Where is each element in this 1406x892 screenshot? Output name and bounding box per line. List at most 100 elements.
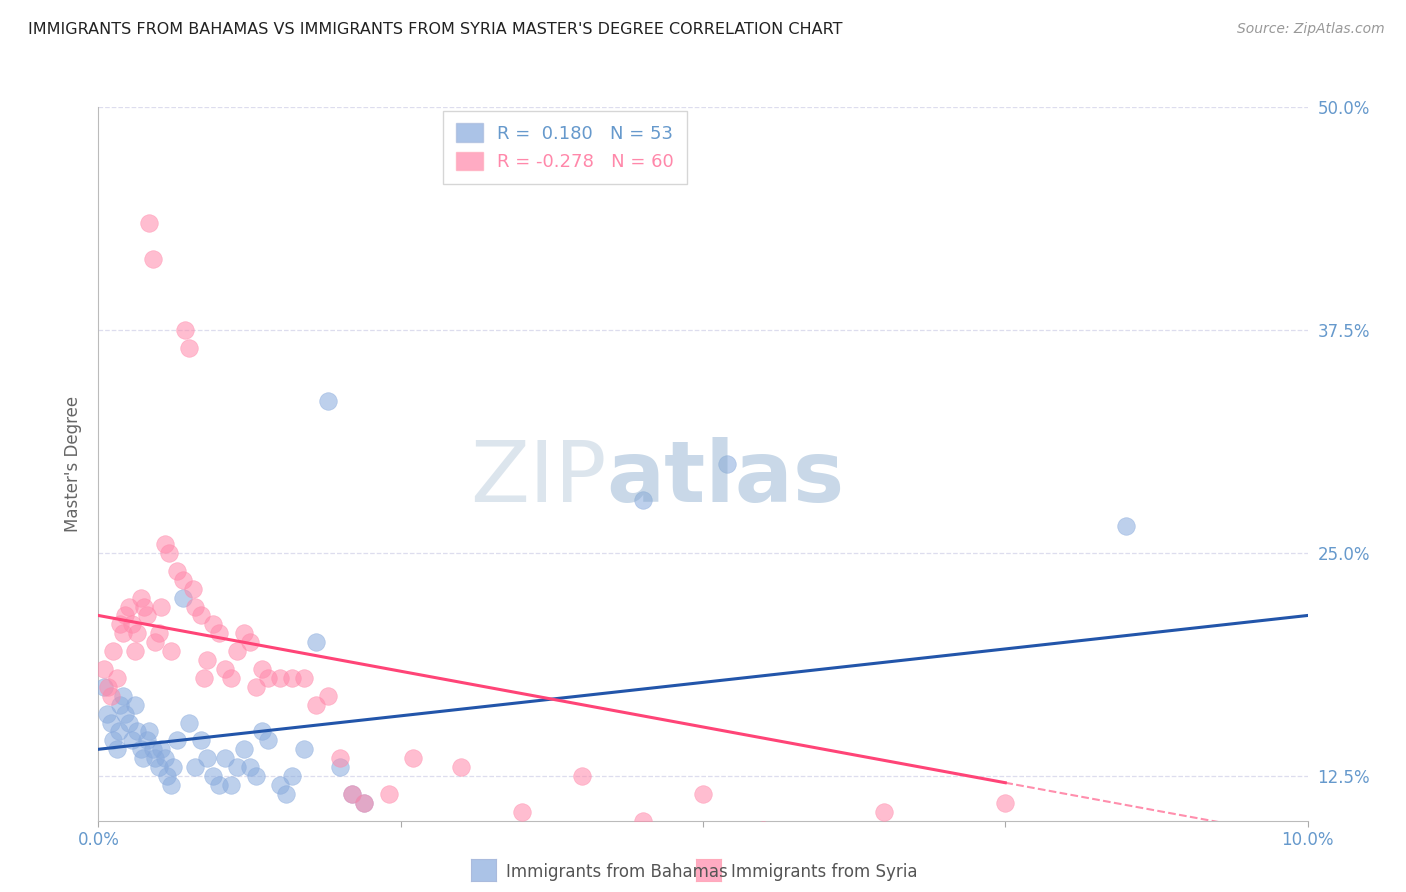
Point bbox=[184, 760, 207, 774]
Point bbox=[195, 751, 218, 765]
Point bbox=[127, 724, 149, 739]
Point bbox=[316, 394, 339, 409]
Point bbox=[226, 760, 249, 774]
Point bbox=[292, 671, 315, 685]
Point bbox=[752, 822, 775, 837]
Point bbox=[121, 733, 143, 747]
Point bbox=[305, 698, 328, 712]
Point bbox=[353, 796, 375, 810]
Point bbox=[193, 671, 215, 685]
Point bbox=[108, 698, 131, 712]
Point bbox=[250, 662, 273, 676]
Text: IMMIGRANTS FROM BAHAMAS VS IMMIGRANTS FROM SYRIA MASTER'S DEGREE CORRELATION CHA: IMMIGRANTS FROM BAHAMAS VS IMMIGRANTS FR… bbox=[28, 22, 842, 37]
Point bbox=[153, 537, 176, 551]
Point bbox=[148, 760, 170, 774]
Text: atlas: atlas bbox=[606, 436, 845, 520]
Point bbox=[873, 805, 896, 819]
Point bbox=[100, 689, 122, 703]
Point bbox=[353, 796, 375, 810]
Point bbox=[329, 751, 352, 765]
Point bbox=[342, 787, 364, 801]
Point bbox=[143, 635, 166, 649]
Legend: R =  0.180   N = 53, R = -0.278   N = 60: R = 0.180 N = 53, R = -0.278 N = 60 bbox=[443, 111, 686, 184]
Point bbox=[105, 742, 128, 756]
Point bbox=[510, 805, 533, 819]
Point bbox=[101, 644, 124, 658]
Point bbox=[118, 715, 141, 730]
Point bbox=[148, 626, 170, 640]
Point bbox=[108, 617, 131, 632]
Point bbox=[172, 573, 194, 587]
Point bbox=[692, 787, 714, 801]
Point bbox=[221, 671, 243, 685]
Point bbox=[269, 778, 291, 792]
Point bbox=[181, 582, 204, 596]
Point bbox=[256, 671, 278, 685]
Point bbox=[208, 626, 231, 640]
Point bbox=[179, 715, 201, 730]
Point bbox=[138, 724, 160, 739]
Point bbox=[305, 635, 328, 649]
Point bbox=[142, 742, 165, 756]
Point bbox=[239, 760, 262, 774]
Point bbox=[118, 599, 141, 614]
Point bbox=[631, 814, 654, 828]
Point bbox=[329, 760, 352, 774]
Point bbox=[316, 689, 339, 703]
Point bbox=[166, 564, 188, 578]
Point bbox=[377, 787, 399, 801]
Point bbox=[101, 733, 124, 747]
Point bbox=[221, 778, 243, 792]
Point bbox=[142, 252, 165, 266]
Point bbox=[245, 680, 267, 694]
Point bbox=[450, 760, 472, 774]
Point bbox=[994, 796, 1017, 810]
Point bbox=[190, 733, 212, 747]
Point bbox=[281, 769, 304, 783]
Point bbox=[202, 769, 225, 783]
Point bbox=[214, 662, 236, 676]
Point bbox=[342, 787, 364, 801]
Point bbox=[202, 617, 225, 632]
Point bbox=[93, 662, 115, 676]
Point bbox=[135, 608, 157, 623]
Point bbox=[232, 626, 254, 640]
Point bbox=[172, 591, 194, 605]
Point bbox=[250, 724, 273, 739]
Point bbox=[1115, 519, 1137, 533]
Point bbox=[184, 599, 207, 614]
Point bbox=[111, 689, 134, 703]
Point bbox=[124, 698, 146, 712]
Point bbox=[143, 751, 166, 765]
Point bbox=[190, 608, 212, 623]
Point bbox=[256, 733, 278, 747]
Point bbox=[127, 626, 149, 640]
Point bbox=[138, 216, 160, 230]
Point bbox=[96, 706, 118, 721]
Point bbox=[631, 492, 654, 507]
Point bbox=[195, 653, 218, 667]
Point bbox=[121, 617, 143, 632]
Point bbox=[292, 742, 315, 756]
Point bbox=[174, 323, 197, 337]
Point bbox=[214, 751, 236, 765]
Text: Immigrants from Bahamas: Immigrants from Bahamas bbox=[506, 863, 728, 881]
Point bbox=[132, 751, 155, 765]
Point bbox=[716, 457, 738, 471]
Point bbox=[239, 635, 262, 649]
Point bbox=[153, 751, 176, 765]
Point bbox=[129, 742, 152, 756]
Point bbox=[108, 724, 131, 739]
Point bbox=[245, 769, 267, 783]
Point bbox=[162, 760, 184, 774]
Point bbox=[135, 733, 157, 747]
Text: Immigrants from Syria: Immigrants from Syria bbox=[731, 863, 918, 881]
Point bbox=[157, 546, 180, 560]
Text: Source: ZipAtlas.com: Source: ZipAtlas.com bbox=[1237, 22, 1385, 37]
Point bbox=[160, 778, 183, 792]
Point bbox=[156, 769, 179, 783]
Point bbox=[269, 671, 291, 685]
Point bbox=[226, 644, 249, 658]
Point bbox=[571, 769, 593, 783]
Point bbox=[129, 591, 152, 605]
